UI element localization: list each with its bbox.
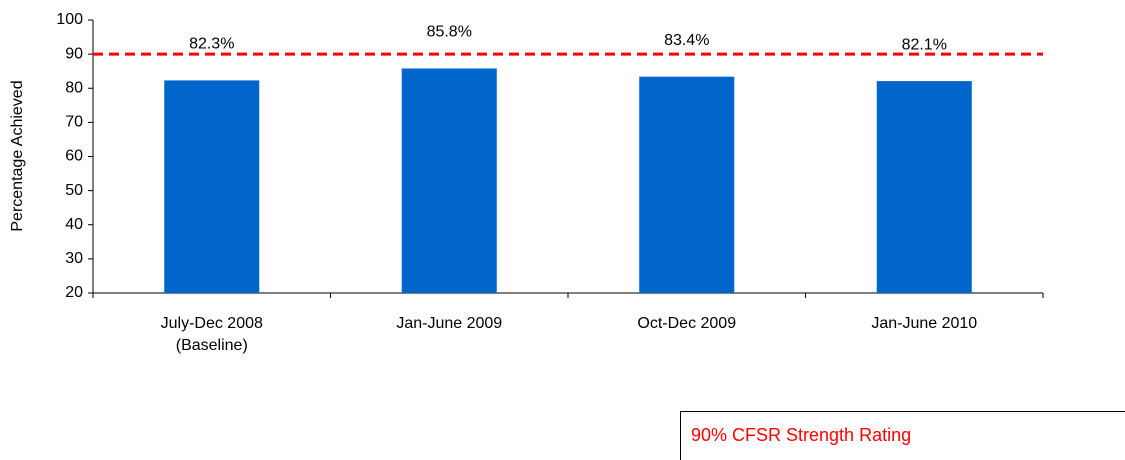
y-tick-label: 80	[65, 79, 83, 96]
x-tick-label: Jan-June 2010	[871, 315, 978, 332]
x-tick-label: July-Dec 2008 (Baseline)	[160, 315, 263, 354]
value-label: 85.8%	[427, 24, 472, 41]
bar	[164, 80, 260, 294]
value-label: 82.3%	[189, 36, 234, 53]
y-axis-title: Percentage Achieved	[9, 80, 26, 231]
y-tick-label: 40	[65, 216, 83, 233]
value-label: 82.1%	[902, 36, 947, 53]
y-tick-label: 30	[65, 250, 83, 267]
y-tick-label: 50	[65, 182, 83, 199]
y-tick-label: 20	[65, 284, 83, 301]
y-tick-label: 70	[65, 114, 83, 131]
y-tick-label: 90	[65, 45, 83, 62]
bar	[639, 76, 735, 294]
x-tick-label: Oct-Dec 2009	[637, 315, 737, 332]
x-tick-label: Jan-June 2009	[396, 315, 503, 332]
bar	[876, 81, 972, 294]
y-tick-label: 100	[56, 11, 83, 28]
y-tick-label: 60	[65, 148, 83, 165]
value-label: 83.4%	[664, 32, 709, 49]
bar	[401, 68, 497, 294]
reference-legend: 90% CFSR Strength Rating	[680, 411, 1125, 460]
